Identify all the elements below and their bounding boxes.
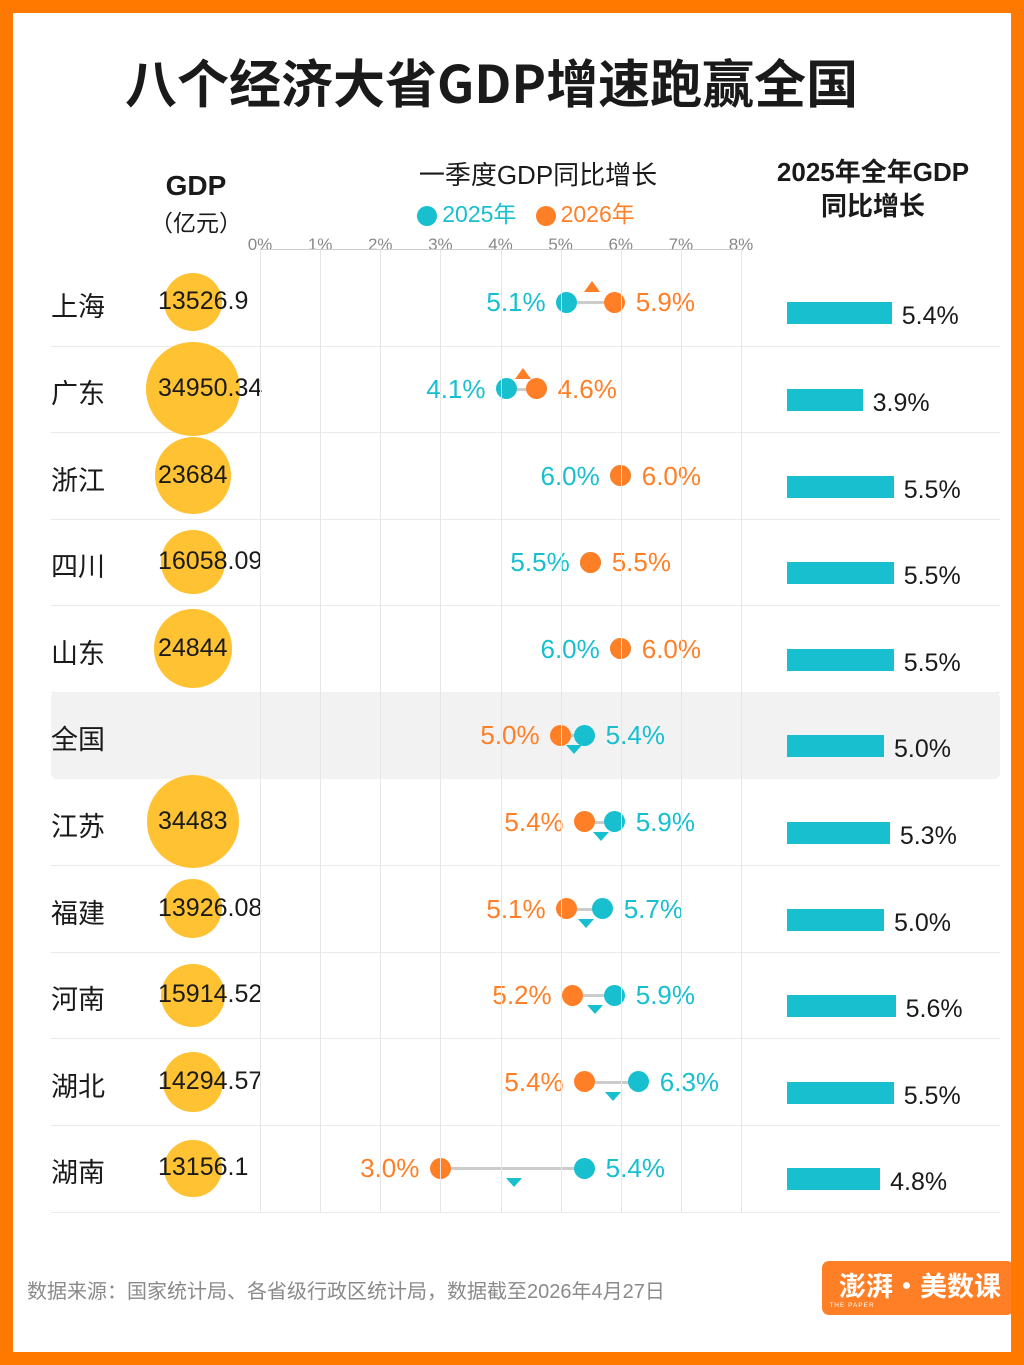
svg-text:THE PAPER: THE PAPER <box>829 1302 874 1309</box>
svg-text:澎湃·美数课: 澎湃·美数课 <box>839 1265 1001 1304</box>
